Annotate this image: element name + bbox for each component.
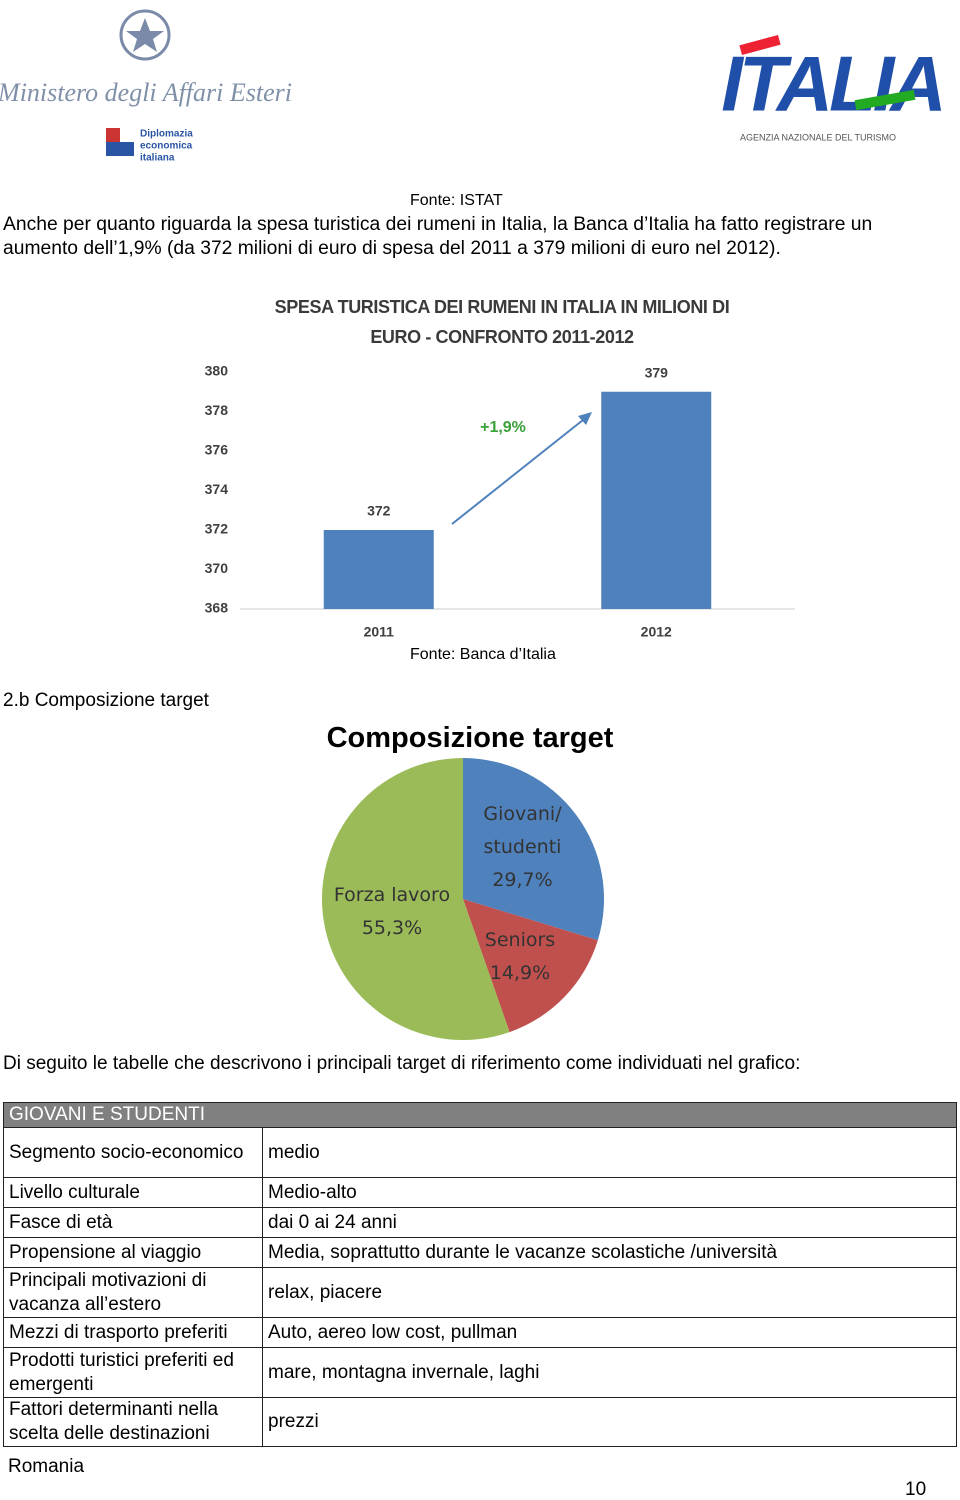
ministry-sub: economica [140, 141, 193, 152]
bar [601, 391, 712, 609]
table-label: Fattori determinanti nella scelta delle … [3, 1397, 263, 1447]
pie-label: Forza lavoro 55,3% [322, 879, 462, 945]
emblem-star [126, 18, 164, 52]
logo-accent [739, 34, 781, 56]
x-tick-label: 2012 [641, 624, 672, 640]
ministry-name: Ministero degli Affari Esteri [0, 78, 292, 107]
table-row: Livello culturale Medio-alto [3, 1177, 957, 1208]
table-value: mare, montagna invernale, laghi [262, 1347, 957, 1398]
intro-text: Anche per quanto riguarda la spesa turis… [3, 214, 873, 259]
table-row: Mezzi di trasporto preferiti Auto, aereo … [3, 1317, 957, 1348]
logo-square [106, 128, 120, 142]
pie-slice [463, 899, 598, 1033]
source: Fonte: Banca d’Italia [410, 646, 556, 663]
y-tick-label: 376 [205, 442, 229, 458]
table-value: relax, piacere [262, 1267, 957, 1318]
table-intro: Di seguito le tabelle che descrivono i p… [3, 1053, 801, 1074]
table-label: Segmento socio-economico [3, 1127, 263, 1178]
table-row: Fasce di età dai 0 ai 24 anni [3, 1207, 957, 1238]
annotation: +1,9% [480, 419, 526, 436]
pie-category: Giovani/ studenti [483, 803, 562, 858]
pie-slice [321, 758, 510, 1040]
bar-chart-title: SPESA TURISTICA DEI RUMENI IN ITALIA IN … [274, 297, 730, 347]
table-value: prezzi [262, 1397, 957, 1447]
annotation-arrow [451, 415, 589, 525]
value-label: 379 [645, 364, 669, 380]
pie-slice [463, 758, 604, 941]
table-row: Segmento socio-economico medio [3, 1127, 957, 1178]
ministry-sub: italiana [140, 153, 175, 164]
table-label: Fasce di età [3, 1207, 263, 1238]
pie-value-label: 14,9% [489, 962, 551, 984]
target-table: GIOVANI E STUDENTI Segmento socio-econom… [3, 1102, 957, 1447]
y-tick-label: 374 [205, 481, 229, 497]
pie-category: Seniors [484, 929, 556, 951]
y-tick-label: 378 [205, 402, 229, 418]
y-tick-label: 380 [205, 363, 229, 379]
logo-square [120, 142, 134, 156]
table-title: GIOVANI E STUDENTI [3, 1102, 957, 1128]
section-heading: 2.b Composizione target [3, 690, 209, 711]
table-label: Prodotti turistici preferiti ed emergent… [3, 1347, 263, 1398]
table-label: Livello culturale [3, 1177, 263, 1208]
x-tick-label: 2011 [364, 624, 395, 640]
bar [323, 530, 434, 609]
pie-label: Giovani/ studenti 29,7% [470, 798, 575, 897]
table-row: Prodotti turistici preferiti ed emergent… [3, 1347, 957, 1398]
y-tick-label: 372 [205, 521, 229, 537]
footer-note: Romania [8, 1456, 85, 1477]
y-tick-label: 370 [205, 560, 229, 576]
pie-value-label: 55,3% [361, 917, 423, 939]
value-label: 372 [367, 503, 391, 519]
table-value: dai 0 ai 24 anni [262, 1207, 957, 1238]
pie-chart-title: Composizione target [326, 722, 614, 754]
pie-category: Forza lavoro [333, 884, 451, 906]
pie-label: Seniors 14,9% [470, 924, 570, 990]
pie-value-label: 29,7% [492, 869, 553, 891]
italia-sub: AGENZIA NAZIONALE DEL TURISMO [740, 132, 896, 142]
logo-square [106, 142, 120, 156]
ministry-sub: Diplomazia [140, 129, 193, 140]
italia-logo: ITALIA [721, 40, 943, 128]
table-row: Principali motivazioni di vacanza all’es… [3, 1267, 957, 1318]
pie-chart [321, 758, 604, 1040]
header-logos: Ministero degli Affari Esteri Diplomazia… [0, 9, 947, 164]
annotation-arrowhead [578, 412, 592, 425]
table-value: Medio-alto [262, 1177, 957, 1208]
emblem [119, 9, 171, 61]
table-label: Principali motivazioni di vacanza all’es… [3, 1267, 263, 1318]
page-number: 10 [905, 1479, 927, 1500]
table-value: medio [262, 1127, 957, 1178]
logo-accent [854, 89, 916, 111]
y-tick-label: 368 [205, 600, 229, 616]
table-value: Media, soprattutto durante le vacanze sc… [262, 1237, 957, 1268]
table-label: Propensione al viaggio [3, 1237, 263, 1268]
table-row: Propensione al viaggio Media, soprattutto… [3, 1237, 957, 1268]
table-value: Auto, aereo low cost, pullman [262, 1317, 957, 1348]
table-label: Mezzi di trasporto preferiti [3, 1317, 263, 1348]
table-row: Fattori determinanti nella scelta delle … [3, 1397, 957, 1447]
bar-chart: 368 370 372 374 376 378 380 372 2011 379 2012 +1,9% [205, 363, 795, 640]
source: Fonte: ISTAT [410, 192, 503, 209]
